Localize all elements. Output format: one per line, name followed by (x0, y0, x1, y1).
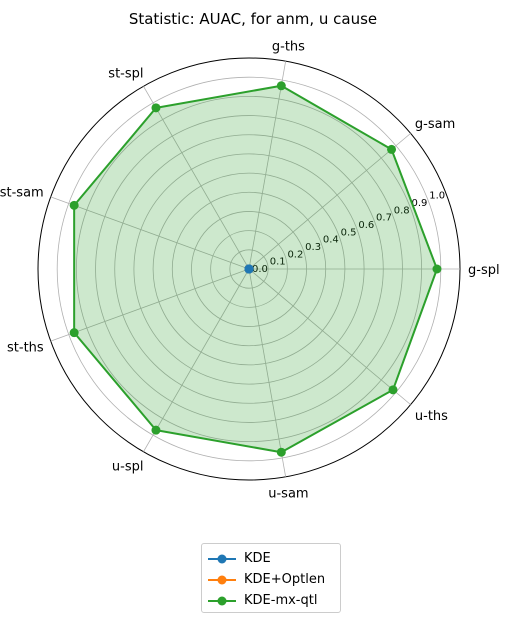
data-point-kde-mx-qtl (69, 200, 79, 210)
radial-tick-label: 0.0 (252, 264, 268, 275)
axis-label-st-sam: st-sam (0, 185, 44, 200)
radial-tick-label: 0.2 (287, 249, 303, 260)
radial-tick-label: 0.6 (358, 220, 374, 231)
legend-label-kde-mx-qtl: KDE-mx-qtl (244, 593, 318, 608)
grid-spoke (143, 86, 250, 270)
grid-spoke (248, 268, 411, 405)
grid-spoke (248, 61, 287, 270)
axis-label-g-ths: g-ths (272, 39, 305, 54)
legend-swatch-kde-mx-qtl (208, 596, 236, 605)
axis-label-st-ths: st-ths (7, 341, 44, 356)
radial-tick-label: 0.7 (376, 213, 392, 224)
chart-title: Statistic: AUAC, for anm, u cause (129, 10, 377, 28)
radial-tick-label: 0.8 (394, 205, 410, 216)
grid-spoke (143, 268, 250, 452)
radial-ticks: 0.00.10.20.30.40.50.60.70.80.91.0 (252, 191, 445, 275)
series-fill-kde-mx-qtl (74, 85, 437, 453)
axis-label-u-ths: u-ths (415, 409, 448, 424)
axis-label-u-spl: u-spl (112, 460, 144, 475)
radial-tick-label: 1.0 (429, 191, 445, 202)
series-line-kde-mx-qtl (73, 84, 438, 454)
grid-spoke (248, 268, 287, 477)
legend: KDE KDE+Optlen KDE-mx-qtl (201, 543, 341, 613)
data-point-kde-mx-qtl (387, 144, 397, 154)
radial-tick-label: 0.5 (341, 227, 357, 238)
data-point-kde-mx-qtl (388, 385, 398, 395)
grid-spoke (248, 133, 411, 270)
legend-swatch-kde-optlen (208, 575, 236, 584)
axis-label-u-sam: u-sam (268, 487, 308, 502)
legend-entry-kde-mx-qtl: KDE-mx-qtl (208, 590, 334, 611)
data-point-kde (244, 264, 254, 274)
legend-swatch-kde (208, 554, 236, 563)
radial-tick-label: 0.9 (411, 198, 427, 209)
data-point-kde-mx-qtl (151, 103, 161, 113)
axis-label-st-spl: st-spl (108, 66, 143, 81)
axis-labels: g-spl g-sam g-ths st-spl st-sam st-ths u-spl u-… (0, 39, 500, 501)
data-point-kde-mx-qtl (151, 425, 161, 435)
grid-spoke (50, 196, 250, 270)
data-point-kde-mx-qtl (276, 81, 286, 91)
legend-entry-kde-optlen: KDE+Optlen (208, 569, 334, 590)
radial-tick-label: 0.1 (270, 257, 286, 268)
legend-label-kde-optlen: KDE+Optlen (244, 572, 326, 587)
data-point-kde-mx-qtl (69, 328, 79, 338)
series-layer (69, 81, 442, 457)
axis-label-g-spl: g-spl (468, 263, 500, 278)
axis-label-g-sam: g-sam (415, 117, 455, 132)
data-point-kde-mx-qtl (276, 447, 286, 457)
radial-tick-label: 0.4 (323, 235, 339, 246)
data-point-kde-mx-qtl (432, 264, 442, 274)
legend-label-kde: KDE (244, 551, 271, 566)
grid-spoke (50, 268, 250, 342)
legend-entry-kde: KDE (208, 548, 334, 569)
radial-tick-label: 0.3 (305, 242, 321, 253)
